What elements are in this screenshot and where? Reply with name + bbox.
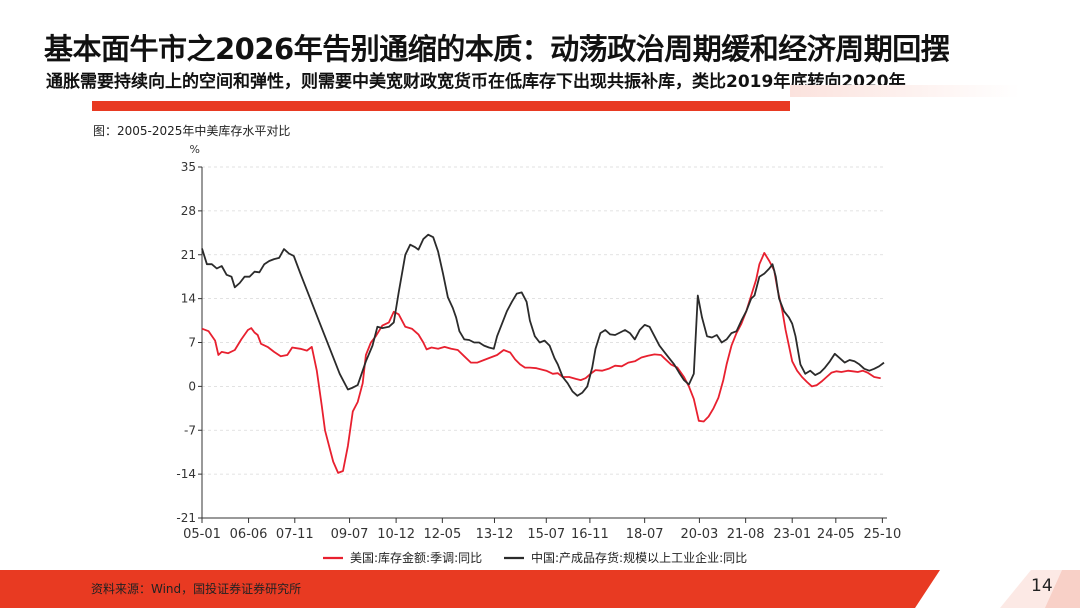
series-layer <box>201 233 885 474</box>
y-tick-label: 0 <box>188 379 196 393</box>
x-tick-label: 23-01 <box>773 527 811 542</box>
y-tick-label: 7 <box>188 336 196 350</box>
x-tick-label: 12-05 <box>423 527 461 542</box>
grid-layer <box>202 166 885 519</box>
y-tick-label: 21 <box>181 248 196 262</box>
x-tick-label: 15-07 <box>527 527 565 542</box>
x-tick-label: 18-07 <box>626 527 664 542</box>
y-tick-label: 28 <box>181 204 196 218</box>
us-inventory-series-line <box>201 252 881 474</box>
x-tick-label: 09-07 <box>331 527 369 542</box>
x-tick-label: 20-03 <box>681 527 719 542</box>
x-tick-label: 06-06 <box>230 527 268 542</box>
x-tick-label: 07-11 <box>276 527 314 542</box>
y-tick-label: -21 <box>176 511 196 525</box>
slide-title: 基本面牛市之2026年告别通缩的本质：动荡政治周期缓和经济周期回摆 <box>44 32 950 66</box>
x-tick-label: 21-08 <box>727 527 765 542</box>
title-fade-bar <box>790 85 1020 97</box>
title-accent-bar <box>92 101 790 111</box>
slide-subtitle: 通胀需要持续向上的空间和弹性，则需要中美宽财政宽货币在低库存下出现共振补库，类比… <box>46 72 906 92</box>
y-tick-label: -7 <box>184 423 196 437</box>
source-note: 资料来源：Wind，国投证券证券研究所 <box>91 582 302 596</box>
x-tick-label: 25-10 <box>863 527 901 542</box>
footer-band <box>0 570 1080 608</box>
legend-label-cn: 中国:产成品存货:规模以上工业企业:同比 <box>531 550 747 565</box>
y-tick-label: 35 <box>181 160 196 174</box>
page-number: 14 <box>1031 576 1053 596</box>
x-tick-label: 16-11 <box>571 527 609 542</box>
legend-label-us: 美国:库存金额:季调:同比 <box>350 550 482 565</box>
x-tick-label: 05-01 <box>183 527 221 542</box>
y-tick-label: 14 <box>181 292 196 306</box>
y-unit-label: % <box>190 143 200 156</box>
cn-inventory-series-line <box>201 233 885 397</box>
axis-layer: 35 28 21 14 7 0 -7 -14 -21% 05-01 06-06 07-11 09-07 1… <box>176 143 901 542</box>
x-tick-label: 13-12 <box>476 527 514 542</box>
chart-title: 图：2005-2025年中美库存水平对比 <box>93 124 291 138</box>
legend-layer: 美国:库存金额:季调:同比 中国:产成品存货:规模以上工业企业:同比 <box>323 550 747 565</box>
x-tick-label: 24-05 <box>817 527 855 542</box>
x-tick-label: 10-12 <box>377 527 415 542</box>
y-tick-label: -14 <box>176 467 196 481</box>
